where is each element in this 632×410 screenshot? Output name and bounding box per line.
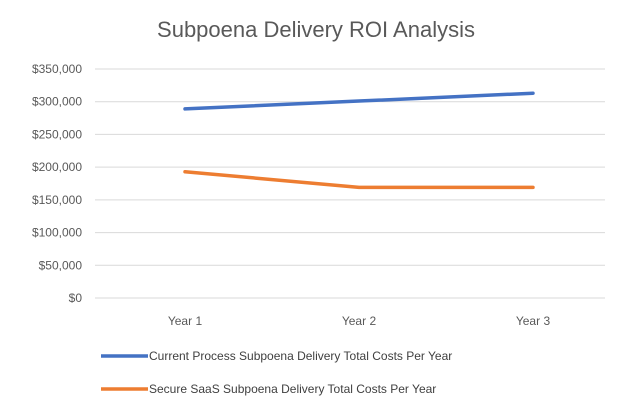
x-axis-tick-labels: Year 1 Year 2 Year 3 <box>168 314 551 328</box>
legend: Current Process Subpoena Delivery Total … <box>101 349 452 396</box>
y-tick-label: $350,000 <box>32 62 82 76</box>
y-axis-tick-labels: $0 $50,000 $100,000 $150,000 $200,000 $250,00… <box>32 62 82 305</box>
y-tick-label: $200,000 <box>32 160 82 174</box>
y-tick-label: $250,000 <box>32 127 82 141</box>
x-tick-label: Year 3 <box>516 314 551 328</box>
x-tick-label: Year 1 <box>168 314 203 328</box>
y-tick-label: $300,000 <box>32 95 82 109</box>
y-tick-label: $50,000 <box>39 258 83 272</box>
legend-label: Current Process Subpoena Delivery Total … <box>149 349 452 363</box>
legend-label: Secure SaaS Subpoena Delivery Total Cost… <box>149 382 436 396</box>
y-tick-label: $100,000 <box>32 226 82 240</box>
series-lines <box>183 91 535 190</box>
y-tick-label: $150,000 <box>32 193 82 207</box>
x-tick-label: Year 2 <box>342 314 377 328</box>
gridlines <box>95 68 605 299</box>
series-line-2 <box>183 169 535 190</box>
y-tick-label: $0 <box>69 291 83 305</box>
chart-title: Subpoena Delivery ROI Analysis <box>157 17 475 42</box>
